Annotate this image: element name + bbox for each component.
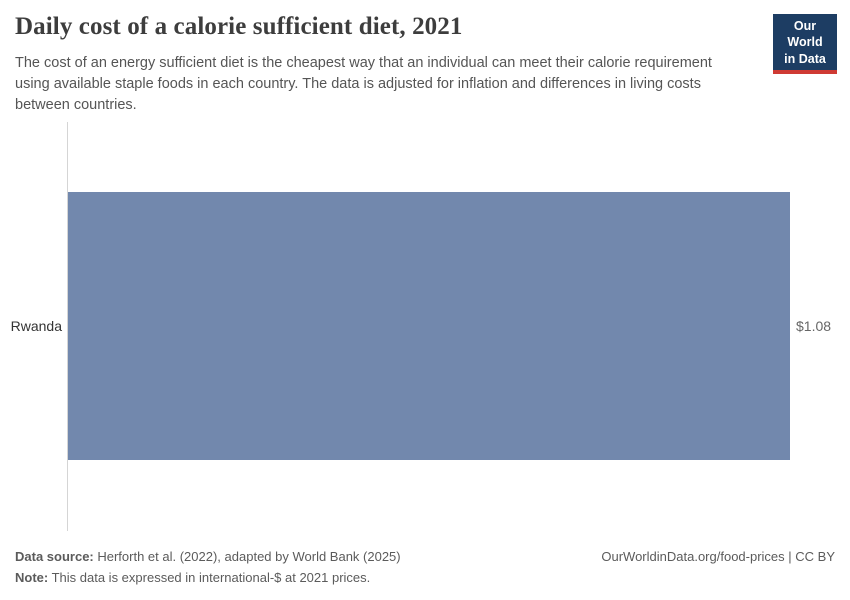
note-line: Note: This data is expressed in internat… (15, 567, 401, 588)
license-link[interactable]: OurWorldinData.org/food-prices | CC BY (601, 549, 835, 564)
data-source-label: Data source: (15, 549, 94, 564)
page-title: Daily cost of a calorie sufficient diet,… (15, 13, 463, 40)
bar-rwanda[interactable] (68, 192, 790, 460)
data-source-text: Herforth et al. (2022), adapted by World… (93, 549, 401, 564)
chart-subtitle: The cost of an energy sufficient diet is… (15, 55, 712, 114)
footer-left: Data source: Herforth et al. (2022), ada… (15, 546, 401, 588)
y-axis-line (67, 122, 68, 531)
value-label-rwanda: $1.08 (796, 318, 832, 334)
plot-area (68, 122, 790, 531)
note-text: This data is expressed in international-… (48, 570, 371, 586)
owid-logo-line1: Our World (787, 19, 823, 50)
entity-label-rwanda: Rwanda (10, 318, 62, 334)
owid-logo-line2: in Data (784, 51, 826, 66)
owid-logo: Our World in Data (773, 14, 837, 74)
data-source-line: Data source: Herforth et al. (2022), ada… (15, 546, 401, 567)
chart-footer: Data source: Herforth et al. (2022), ada… (15, 546, 835, 588)
note-label: Note: (15, 570, 49, 586)
